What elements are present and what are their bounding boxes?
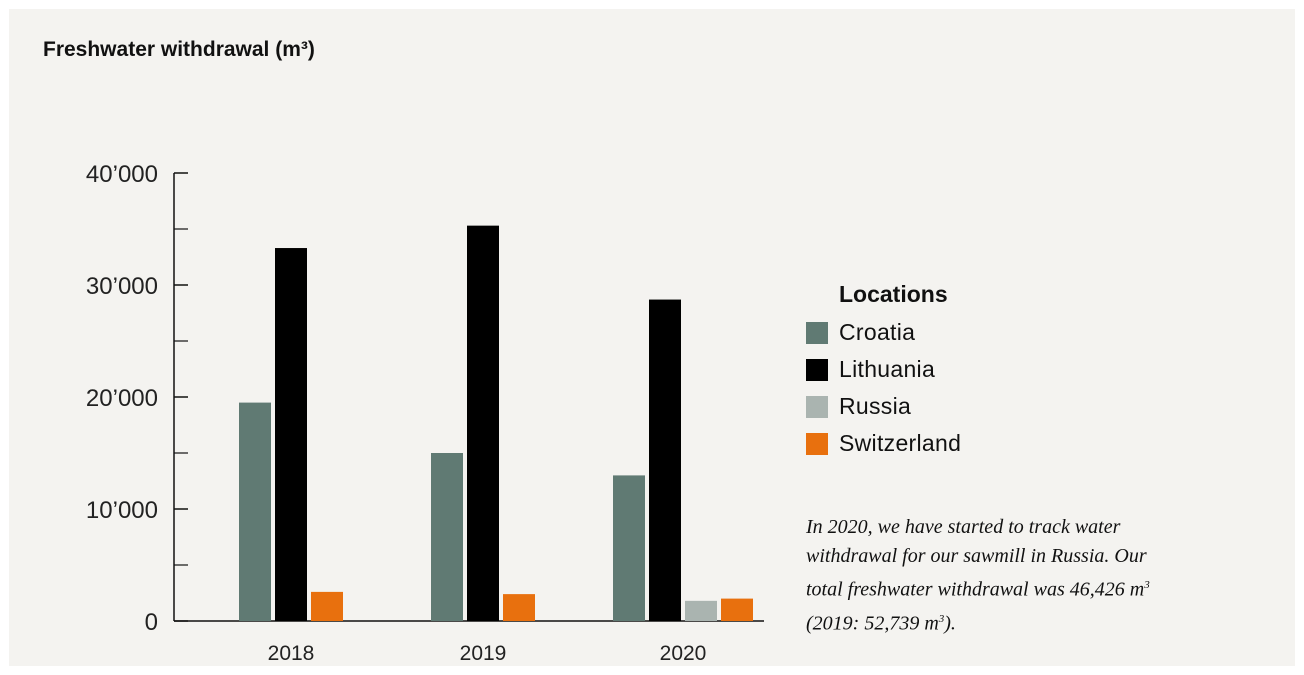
y-axis: 0 10’000 20’000 30’000 40’000 [86,161,188,636]
legend-item-croatia: Croatia [806,314,961,351]
footnote-text: (2019: 52,739 m [806,612,939,635]
footnote-line: withdrawal for our sawmill in Russia. Ou… [806,545,1147,567]
legend-title: Locations [839,281,948,307]
legend-swatch-russia [806,395,828,418]
legend-item-switzerland: Switzerland [806,425,961,462]
footnote: In 2020, we have started to track water … [806,513,1226,638]
bar-switzerland-2019 [503,594,535,621]
legend-label: Lithuania [839,356,936,382]
footnote-superscript: 3 [938,612,945,625]
bar-switzerland-2020 [721,598,753,621]
y-tick-label: 20’000 [86,385,158,412]
legend-swatch-switzerland [806,432,828,455]
footnote-text: total freshwater withdrawal was 46,426 m [806,578,1145,601]
y-tick-label: 40’000 [86,161,158,188]
x-tick-label: 2019 [460,642,507,665]
bar-croatia-2018 [239,402,271,621]
bar-switzerland-2018 [311,591,343,621]
footnote-line: In 2020, we have started to track water [806,516,1121,538]
legend-label: Croatia [839,319,916,345]
legend-swatch-lithuania [806,358,828,381]
y-tick-label: 10’000 [86,497,158,524]
y-tick-label: 0 [145,609,158,636]
bars-group [239,225,753,622]
x-axis: 2018 2019 2020 [174,620,764,665]
footnote-line: (2019: 52,739 m3). [806,605,1226,639]
bar-lithuania-2020 [649,299,681,621]
footnote-text: ). [944,612,956,635]
legend-label: Switzerland [839,430,962,456]
legend: Locations Croatia Lithuania Russia Switz… [806,280,961,462]
bar-russia-2020 [685,600,717,621]
legend-label: Russia [839,393,912,419]
legend-swatch-croatia [806,321,828,344]
bar-lithuania-2018 [275,248,307,622]
bar-croatia-2020 [613,475,645,621]
x-tick-label: 2020 [660,642,707,665]
bar-lithuania-2019 [467,225,499,621]
legend-item-lithuania: Lithuania [806,351,961,388]
bar-croatia-2019 [431,453,463,621]
footnote-line: total freshwater withdrawal was 46,426 m… [806,571,1226,605]
chart-title: Freshwater withdrawal (m³) [43,38,315,61]
footnote-superscript: 3 [1144,579,1150,591]
legend-item-russia: Russia [806,388,961,425]
x-tick-label: 2018 [268,642,315,665]
y-tick-label: 30’000 [86,273,158,300]
